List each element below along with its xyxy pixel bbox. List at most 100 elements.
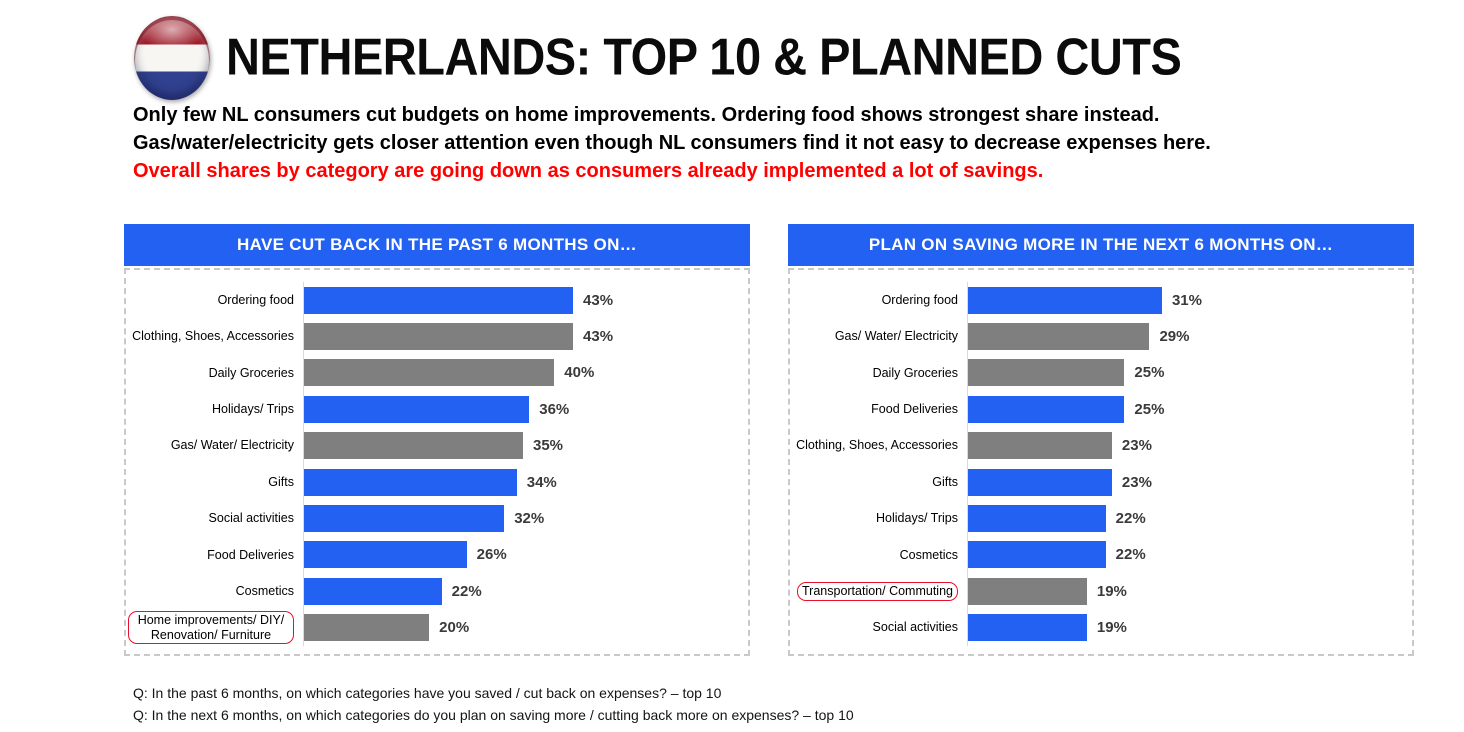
category-label-text: Social activities bbox=[208, 511, 294, 526]
category-label-text: Daily Groceries bbox=[872, 365, 958, 380]
subtitle-line-1: Only few NL consumers cut budgets on hom… bbox=[133, 104, 1160, 126]
category-label-text: Daily Groceries bbox=[208, 365, 294, 380]
value-label: 36% bbox=[539, 400, 570, 418]
value-label: 35% bbox=[533, 437, 564, 455]
category-label: Clothing, Shoes, Accessories bbox=[128, 329, 303, 344]
page-title: NETHERLANDS: TOP 10 & PLANNED CUTS bbox=[226, 27, 1182, 86]
bar bbox=[968, 468, 1112, 496]
chart-row: Food Deliveries 25% bbox=[792, 391, 1406, 428]
value-label: 25% bbox=[1134, 364, 1165, 382]
category-label-text: Holidays/ Trips bbox=[876, 511, 958, 526]
category-label: Gas/ Water/ Electricity bbox=[128, 438, 303, 453]
chart-row: Holidays/ Trips 36% bbox=[128, 391, 742, 428]
bar bbox=[304, 359, 555, 387]
chart-row: Food Deliveries 26% bbox=[128, 536, 742, 574]
bar bbox=[304, 541, 467, 569]
bar bbox=[304, 432, 523, 460]
bar-track: 20% bbox=[303, 609, 742, 646]
subtitle-block: Only few NL consumers cut budgets on hom… bbox=[133, 101, 1453, 185]
value-label: 25% bbox=[1134, 400, 1165, 418]
value-label: 23% bbox=[1121, 473, 1152, 491]
bar-rows: Ordering food 43% Clothing, Shoes, Accesso… bbox=[128, 282, 742, 646]
bar-track: 26% bbox=[303, 536, 742, 574]
category-label-text: Social activities bbox=[872, 620, 958, 635]
bar-track: 22% bbox=[967, 536, 1406, 574]
bar bbox=[304, 614, 430, 642]
value-label: 31% bbox=[1171, 291, 1202, 309]
category-label: Daily Groceries bbox=[128, 366, 303, 381]
chart-row: Ordering food 31% bbox=[792, 282, 1406, 319]
chart-row: Transportation/ Commuting 19% bbox=[792, 573, 1406, 610]
bar bbox=[304, 395, 530, 423]
chart-row: Gas/ Water/ Electricity 35% bbox=[128, 427, 742, 464]
chart-row: Ordering food 43% bbox=[128, 282, 742, 319]
category-label: Food Deliveries bbox=[128, 548, 303, 563]
bar-track: 32% bbox=[303, 500, 742, 537]
category-label: Ordering food bbox=[128, 293, 303, 308]
footnote-line-2: Q: In the next 6 months, on which catego… bbox=[133, 706, 854, 723]
bar-track: 23% bbox=[967, 427, 1406, 464]
value-label: 22% bbox=[1115, 510, 1146, 528]
value-label: 29% bbox=[1159, 328, 1190, 346]
chart-plot-area: Ordering food 43% Clothing, Shoes, Accesso… bbox=[124, 268, 750, 656]
bar bbox=[968, 286, 1162, 314]
bar bbox=[304, 468, 517, 496]
question-footnotes: Q: In the past 6 months, on which catego… bbox=[133, 683, 854, 726]
category-label: Food Deliveries bbox=[792, 402, 967, 417]
chart-plot-area: Ordering food 31% Gas/ Water/ Electricity 2… bbox=[788, 268, 1414, 656]
category-label: Ordering food bbox=[792, 293, 967, 308]
category-label: Clothing, Shoes, Accessories bbox=[792, 438, 967, 453]
category-label: Daily Groceries bbox=[792, 366, 967, 381]
footnote-line-1: Q: In the past 6 months, on which catego… bbox=[133, 685, 722, 701]
bar bbox=[304, 577, 442, 605]
bar bbox=[968, 432, 1112, 460]
bar bbox=[968, 323, 1150, 351]
value-label: 23% bbox=[1121, 437, 1152, 455]
chart-row: Gifts 34% bbox=[128, 463, 742, 501]
bar-track: 40% bbox=[303, 354, 742, 392]
bar-track: 25% bbox=[967, 391, 1406, 428]
category-label-text: Cosmetics bbox=[899, 547, 958, 562]
bar-track: 34% bbox=[303, 463, 742, 501]
bar bbox=[304, 323, 574, 351]
chart-row: Social activities 32% bbox=[128, 500, 742, 537]
chart-row: Home improvements/ DIY/ Renovation/ Furn… bbox=[128, 609, 742, 646]
category-label: Gifts bbox=[792, 475, 967, 490]
value-label: 19% bbox=[1096, 619, 1127, 637]
bar bbox=[968, 395, 1125, 423]
category-label: Gas/ Water/ Electricity bbox=[792, 329, 967, 344]
chart-row: Gifts 23% bbox=[792, 463, 1406, 501]
bar-track: 36% bbox=[303, 391, 742, 428]
category-label-text: Clothing, Shoes, Accessories bbox=[796, 438, 958, 453]
category-label: Home improvements/ DIY/ Renovation/ Furn… bbox=[128, 610, 303, 645]
category-label-text: Gifts bbox=[932, 474, 958, 489]
category-label-text: Food Deliveries bbox=[207, 547, 294, 562]
bar bbox=[968, 359, 1125, 387]
chart-row: Cosmetics 22% bbox=[792, 536, 1406, 574]
category-label: Social activities bbox=[128, 511, 303, 526]
bar-rows: Ordering food 31% Gas/ Water/ Electricity 2… bbox=[792, 282, 1406, 646]
subtitle-line-3-highlight: Overall shares by category are going dow… bbox=[133, 160, 1044, 182]
category-label-text: Clothing, Shoes, Accessories bbox=[132, 329, 294, 344]
category-label-text: Ordering food bbox=[881, 292, 958, 307]
chart-row: Gas/ Water/ Electricity 29% bbox=[792, 318, 1406, 355]
value-label: 20% bbox=[439, 619, 470, 637]
category-label-text: Holidays/ Trips bbox=[212, 401, 294, 416]
bar-track: 43% bbox=[303, 282, 742, 319]
bar-track: 31% bbox=[967, 282, 1406, 319]
chart-row: Cosmetics 22% bbox=[128, 573, 742, 610]
category-label: Holidays/ Trips bbox=[792, 511, 967, 526]
bar-track: 29% bbox=[967, 318, 1406, 355]
chart-row: Clothing, Shoes, Accessories 43% bbox=[128, 318, 742, 355]
bar bbox=[304, 505, 505, 533]
chart-row: Social activities 19% bbox=[792, 609, 1406, 646]
category-label-text: Gas/ Water/ Electricity bbox=[834, 329, 958, 344]
bar bbox=[968, 577, 1087, 605]
value-label: 22% bbox=[451, 582, 482, 600]
bar bbox=[304, 286, 574, 314]
chart-row: Daily Groceries 40% bbox=[128, 354, 742, 392]
bar-track: 25% bbox=[967, 354, 1406, 392]
highlighted-category-box: Home improvements/ DIY/ Renovation/ Furn… bbox=[128, 610, 294, 645]
bar-track: 19% bbox=[967, 609, 1406, 646]
highlighted-category-box: Transportation/ Commuting bbox=[797, 581, 958, 601]
